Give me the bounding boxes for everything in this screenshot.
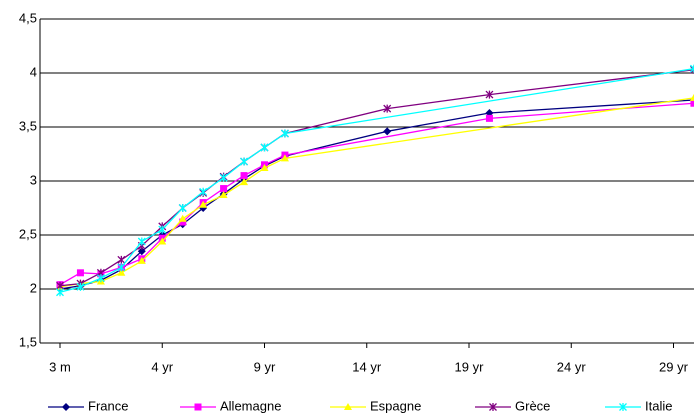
marker	[280, 129, 289, 138]
marker	[179, 218, 187, 226]
marker	[240, 178, 249, 186]
legend-label: Grèce	[515, 398, 550, 413]
marker	[158, 237, 167, 245]
legend-item: Grèce	[475, 398, 550, 413]
x-tick-label: 4 yr	[151, 359, 173, 374]
marker	[137, 247, 146, 256]
marker	[260, 143, 269, 152]
y-tick-label: 4	[30, 64, 37, 79]
marker	[137, 256, 146, 264]
marker	[199, 200, 208, 208]
series-line	[59, 102, 694, 286]
marker	[158, 225, 167, 234]
x-tick-label: 29 yr	[659, 359, 689, 374]
marker	[383, 127, 392, 136]
marker	[280, 154, 289, 162]
series-line	[59, 69, 694, 287]
marker	[117, 255, 126, 264]
y-tick-label: 1,5	[19, 334, 37, 349]
legend-item: Espagne	[330, 398, 421, 413]
marker	[220, 185, 228, 193]
series-line	[59, 68, 694, 293]
legend-label: France	[88, 398, 128, 413]
marker	[96, 274, 105, 283]
y-tick-label: 4,5	[19, 10, 37, 25]
marker	[56, 288, 64, 297]
marker	[240, 172, 248, 180]
marker	[194, 403, 202, 411]
legend-label: Allemagne	[220, 398, 281, 413]
marker	[260, 164, 269, 172]
legend-item: France	[48, 398, 128, 413]
marker	[690, 99, 694, 107]
x-tick-label: 14 yr	[352, 359, 382, 374]
legend-item: Italie	[605, 398, 672, 413]
marker	[199, 187, 208, 196]
marker	[383, 104, 392, 113]
marker	[619, 403, 627, 411]
marker	[76, 269, 84, 277]
marker	[689, 93, 694, 101]
marker	[219, 191, 228, 199]
marker	[178, 214, 187, 222]
marker	[117, 263, 126, 272]
x-tick-label: 19 yr	[455, 359, 485, 374]
marker	[178, 204, 187, 212]
legend-label: Espagne	[370, 398, 421, 413]
marker	[219, 173, 228, 182]
series-line	[59, 99, 694, 290]
legend-item: Allemagne	[180, 398, 281, 413]
y-tick-label: 2,5	[19, 226, 37, 241]
marker	[76, 282, 85, 291]
y-tick-label: 3	[30, 172, 37, 187]
legend-label: Italie	[645, 398, 672, 413]
x-tick-label: 24 yr	[557, 359, 587, 374]
marker	[344, 403, 352, 410]
marker	[485, 114, 493, 122]
marker	[240, 157, 249, 166]
y-tick-label: 3,5	[19, 118, 37, 133]
x-tick-label: 9 yr	[254, 359, 276, 374]
series-line	[59, 97, 694, 288]
marker	[485, 90, 494, 99]
marker	[117, 268, 126, 276]
marker	[489, 403, 497, 411]
y-tick-label: 2	[30, 280, 37, 295]
marker	[137, 237, 146, 246]
marker	[62, 403, 70, 411]
x-tick-label: 3 m	[49, 359, 71, 374]
